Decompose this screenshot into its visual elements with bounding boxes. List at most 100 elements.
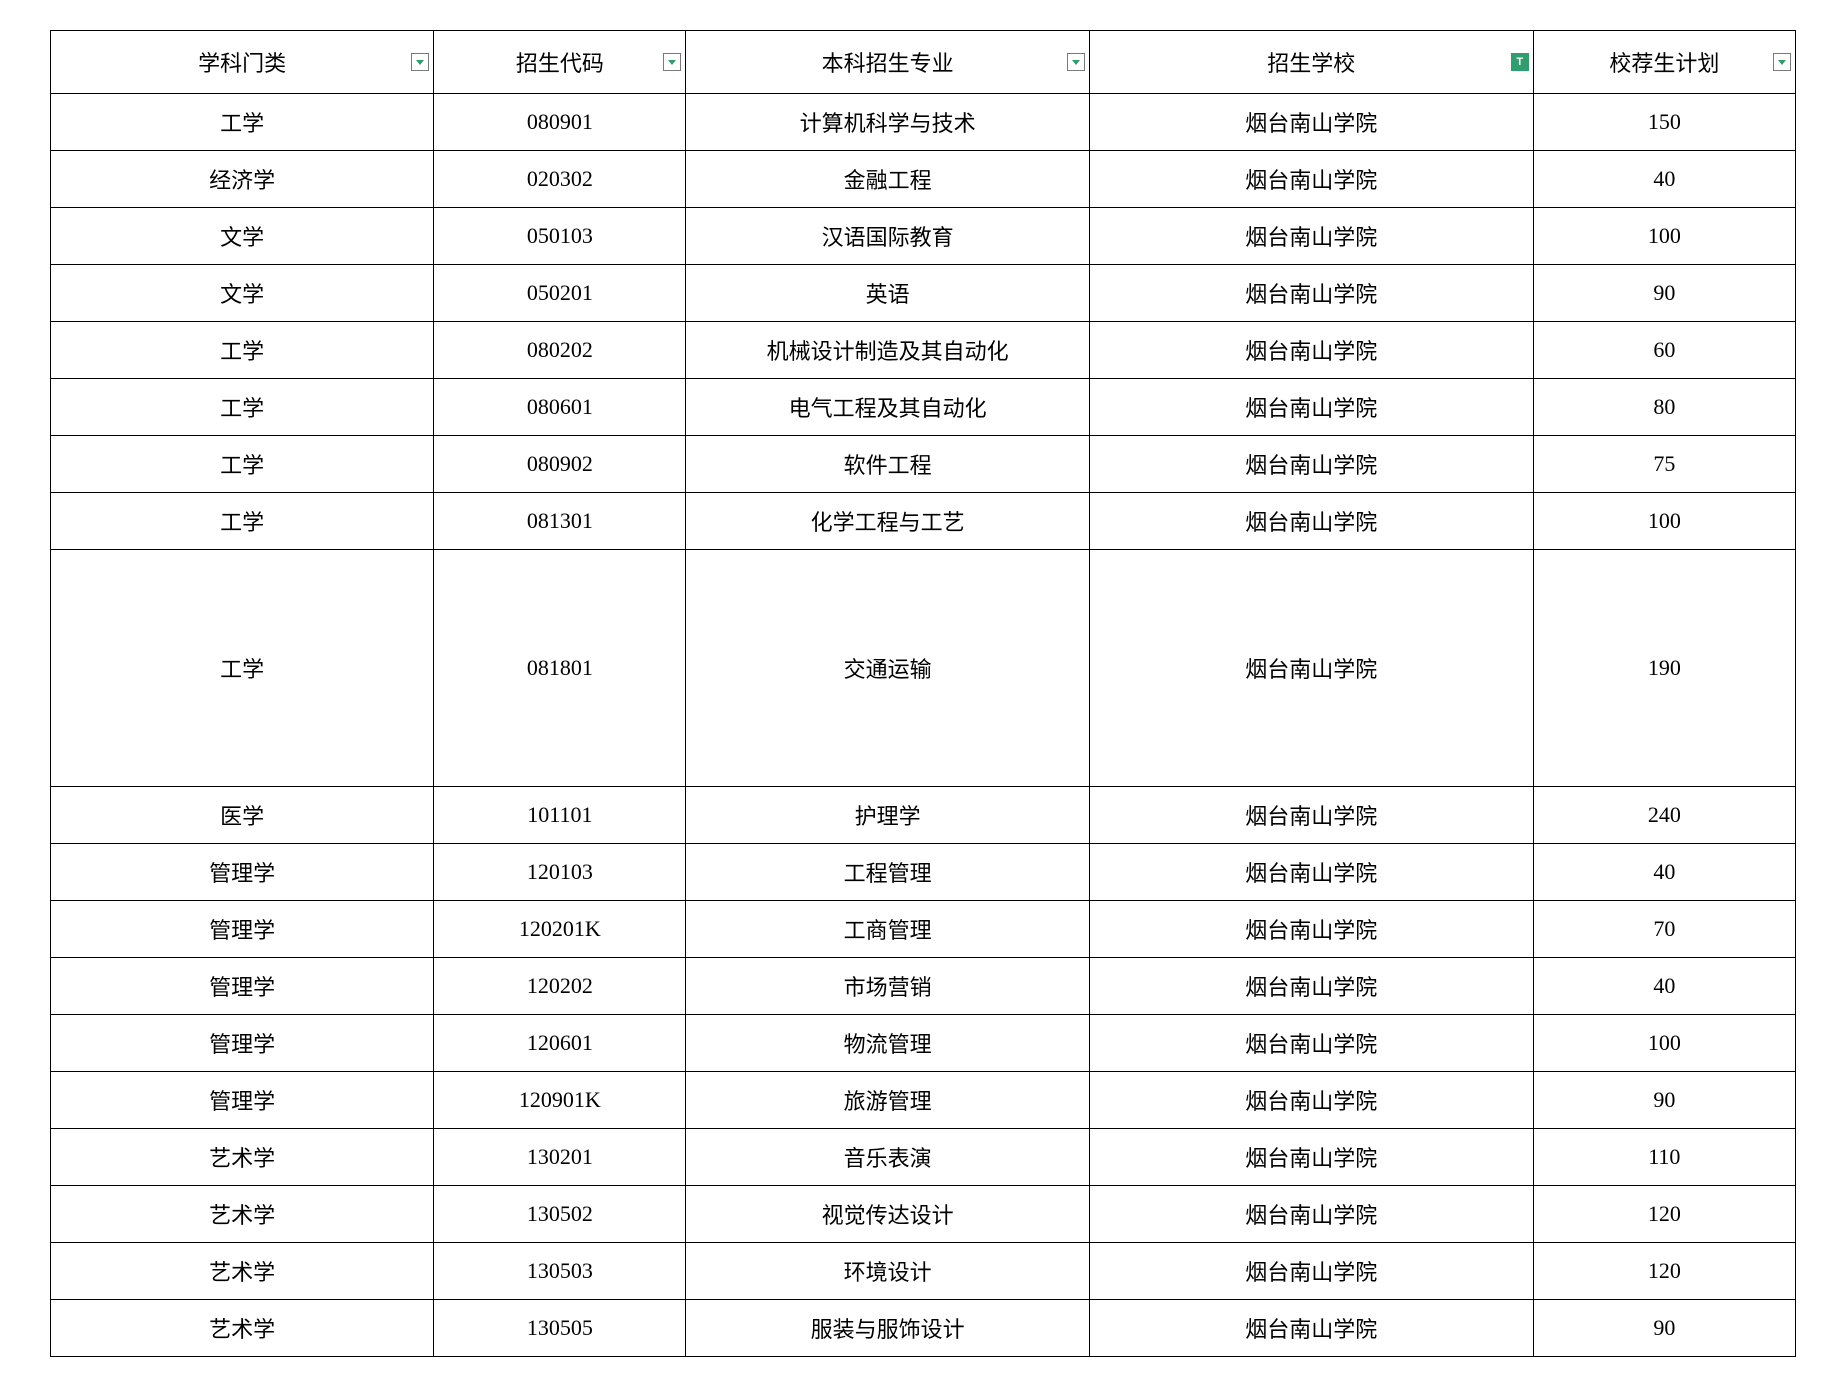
table-row: 工学080601电气工程及其自动化烟台南山学院80 (51, 379, 1796, 436)
enrollment-table-container: 学科门类招生代码本科招生专业招生学校T校荐生计划 工学080901计算机科学与技… (20, 20, 1826, 1367)
table-cell: 110 (1533, 1129, 1795, 1186)
table-row: 管理学120201K工商管理烟台南山学院70 (51, 901, 1796, 958)
table-cell: 130503 (434, 1243, 686, 1300)
table-cell: 020302 (434, 151, 686, 208)
table-row: 艺术学130503环境设计烟台南山学院120 (51, 1243, 1796, 1300)
table-cell: 工程管理 (686, 844, 1089, 901)
column-header-4: 校荐生计划 (1533, 31, 1795, 94)
table-body: 工学080901计算机科学与技术烟台南山学院150经济学020302金融工程烟台… (51, 94, 1796, 1357)
table-cell: 化学工程与工艺 (686, 493, 1089, 550)
table-cell: 工学 (51, 493, 434, 550)
table-cell: 130201 (434, 1129, 686, 1186)
table-cell: 60 (1533, 322, 1795, 379)
table-row: 艺术学130201音乐表演烟台南山学院110 (51, 1129, 1796, 1186)
table-cell: 150 (1533, 94, 1795, 151)
table-row: 管理学120202市场营销烟台南山学院40 (51, 958, 1796, 1015)
table-row: 工学081801交通运输烟台南山学院190 (51, 550, 1796, 787)
table-cell: 90 (1533, 1300, 1795, 1357)
filter-active-icon[interactable]: T (1511, 53, 1529, 71)
filter-dropdown-icon[interactable] (663, 53, 681, 71)
column-header-2: 本科招生专业 (686, 31, 1089, 94)
table-cell: 经济学 (51, 151, 434, 208)
table-cell: 艺术学 (51, 1186, 434, 1243)
table-cell: 烟台南山学院 (1089, 493, 1533, 550)
table-cell: 烟台南山学院 (1089, 208, 1533, 265)
table-cell: 050103 (434, 208, 686, 265)
table-row: 医学101101护理学烟台南山学院240 (51, 787, 1796, 844)
table-cell: 40 (1533, 958, 1795, 1015)
table-cell: 烟台南山学院 (1089, 379, 1533, 436)
table-cell: 烟台南山学院 (1089, 1243, 1533, 1300)
table-cell: 100 (1533, 208, 1795, 265)
table-cell: 工学 (51, 94, 434, 151)
table-cell: 护理学 (686, 787, 1089, 844)
column-header-label: 学科门类 (198, 51, 286, 76)
table-cell: 081801 (434, 550, 686, 787)
filter-dropdown-icon[interactable] (1067, 53, 1085, 71)
column-header-label: 校荐生计划 (1609, 51, 1719, 76)
table-cell: 汉语国际教育 (686, 208, 1089, 265)
table-cell: 烟台南山学院 (1089, 94, 1533, 151)
table-cell: 音乐表演 (686, 1129, 1089, 1186)
table-cell: 艺术学 (51, 1300, 434, 1357)
table-cell: 艺术学 (51, 1129, 434, 1186)
table-cell: 80 (1533, 379, 1795, 436)
filter-dropdown-icon[interactable] (411, 53, 429, 71)
table-cell: 烟台南山学院 (1089, 1129, 1533, 1186)
table-cell: 081301 (434, 493, 686, 550)
table-cell: 90 (1533, 265, 1795, 322)
table-cell: 130502 (434, 1186, 686, 1243)
table-row: 艺术学130505服装与服饰设计烟台南山学院90 (51, 1300, 1796, 1357)
table-cell: 120 (1533, 1186, 1795, 1243)
table-row: 工学080202机械设计制造及其自动化烟台南山学院60 (51, 322, 1796, 379)
table-cell: 管理学 (51, 901, 434, 958)
table-cell: 40 (1533, 844, 1795, 901)
table-cell: 英语 (686, 265, 1089, 322)
table-cell: 050201 (434, 265, 686, 322)
table-cell: 管理学 (51, 1072, 434, 1129)
table-cell: 120 (1533, 1243, 1795, 1300)
table-cell: 烟台南山学院 (1089, 322, 1533, 379)
table-cell: 医学 (51, 787, 434, 844)
table-cell: 烟台南山学院 (1089, 787, 1533, 844)
table-cell: 工学 (51, 550, 434, 787)
table-cell: 管理学 (51, 1015, 434, 1072)
table-cell: 环境设计 (686, 1243, 1089, 1300)
table-cell: 90 (1533, 1072, 1795, 1129)
table-cell: 服装与服饰设计 (686, 1300, 1089, 1357)
table-row: 艺术学130502视觉传达设计烟台南山学院120 (51, 1186, 1796, 1243)
enrollment-table: 学科门类招生代码本科招生专业招生学校T校荐生计划 工学080901计算机科学与技… (50, 30, 1796, 1357)
filter-dropdown-icon[interactable] (1773, 53, 1791, 71)
column-header-0: 学科门类 (51, 31, 434, 94)
table-cell: 080901 (434, 94, 686, 151)
table-cell: 烟台南山学院 (1089, 1015, 1533, 1072)
table-cell: 工学 (51, 436, 434, 493)
table-cell: 130505 (434, 1300, 686, 1357)
table-cell: 120103 (434, 844, 686, 901)
table-cell: 旅游管理 (686, 1072, 1089, 1129)
table-row: 工学081301化学工程与工艺烟台南山学院100 (51, 493, 1796, 550)
table-cell: 交通运输 (686, 550, 1089, 787)
table-row: 经济学020302金融工程烟台南山学院40 (51, 151, 1796, 208)
table-cell: 40 (1533, 151, 1795, 208)
table-cell: 100 (1533, 493, 1795, 550)
table-cell: 工学 (51, 379, 434, 436)
table-row: 文学050201英语烟台南山学院90 (51, 265, 1796, 322)
table-cell: 烟台南山学院 (1089, 151, 1533, 208)
table-cell: 艺术学 (51, 1243, 434, 1300)
table-cell: 文学 (51, 265, 434, 322)
table-row: 文学050103汉语国际教育烟台南山学院100 (51, 208, 1796, 265)
table-cell: 文学 (51, 208, 434, 265)
table-row: 工学080902软件工程烟台南山学院75 (51, 436, 1796, 493)
table-row: 工学080901计算机科学与技术烟台南山学院150 (51, 94, 1796, 151)
table-cell: 70 (1533, 901, 1795, 958)
column-header-1: 招生代码 (434, 31, 686, 94)
table-cell: 烟台南山学院 (1089, 550, 1533, 787)
table-cell: 金融工程 (686, 151, 1089, 208)
column-header-label: 本科招生专业 (822, 51, 954, 76)
table-cell: 机械设计制造及其自动化 (686, 322, 1089, 379)
table-cell: 工商管理 (686, 901, 1089, 958)
table-cell: 120601 (434, 1015, 686, 1072)
table-cell: 视觉传达设计 (686, 1186, 1089, 1243)
table-cell: 物流管理 (686, 1015, 1089, 1072)
